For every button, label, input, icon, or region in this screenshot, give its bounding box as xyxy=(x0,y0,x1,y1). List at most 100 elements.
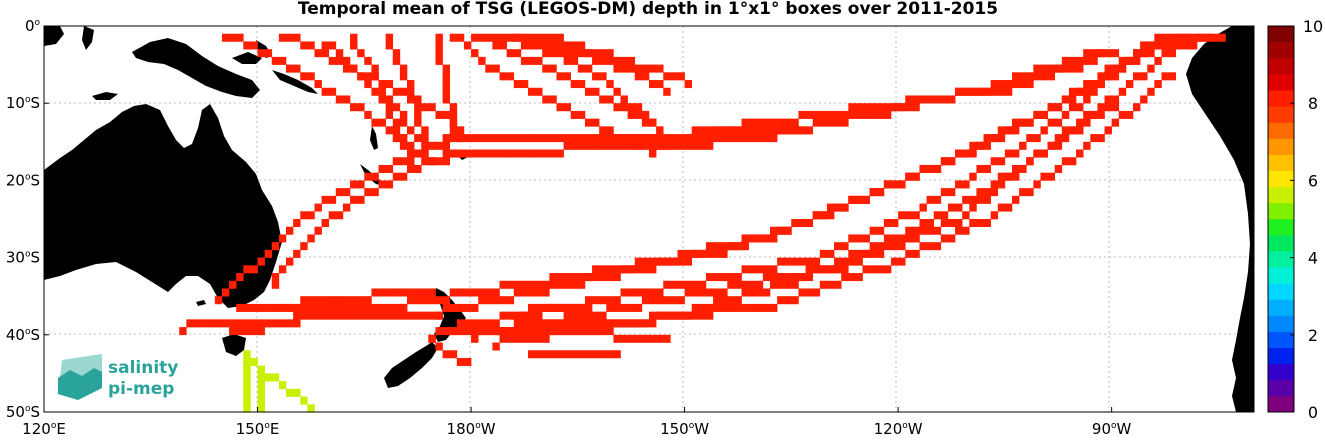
track-cell xyxy=(449,288,458,297)
track-cell xyxy=(734,126,742,135)
track-cell xyxy=(243,388,251,397)
track-cell xyxy=(371,311,379,320)
track-cell xyxy=(1125,110,1134,119)
track-cell xyxy=(307,311,315,320)
track-cell xyxy=(414,288,422,297)
track-cell xyxy=(770,234,778,243)
track-cell xyxy=(520,280,529,289)
track-cell xyxy=(570,141,579,150)
track-cell xyxy=(641,334,650,343)
track-cell xyxy=(229,280,237,289)
track-cell xyxy=(478,56,486,65)
track-cell xyxy=(677,257,685,266)
track-cell xyxy=(471,288,479,297)
track-cell xyxy=(649,288,657,297)
track-cell xyxy=(485,33,493,42)
track-cell xyxy=(442,72,451,81)
track-cell xyxy=(399,134,408,143)
track-cell xyxy=(471,149,479,158)
track-cell xyxy=(271,273,280,282)
track-cell xyxy=(919,219,927,228)
track-cell xyxy=(834,110,842,119)
track-cell xyxy=(570,327,579,336)
track-equator-6 xyxy=(492,33,657,127)
track-cell xyxy=(1111,64,1120,73)
track-cell xyxy=(449,149,458,158)
track-cell xyxy=(556,280,564,289)
track-cell xyxy=(777,118,785,127)
track-cell xyxy=(179,327,187,336)
track-cell xyxy=(463,134,472,143)
lat-tick-label: 0o xyxy=(25,17,41,35)
track-cell xyxy=(592,327,600,336)
track-cell xyxy=(471,33,479,42)
track-cell xyxy=(186,319,194,328)
track-cell xyxy=(691,288,700,297)
track-cell xyxy=(549,134,557,143)
track-cell xyxy=(364,188,372,197)
track-cell xyxy=(236,327,244,336)
track-cell xyxy=(862,195,870,204)
track-cell xyxy=(613,56,621,65)
track-cell xyxy=(1111,49,1120,58)
track-cell xyxy=(627,64,636,73)
track-cell xyxy=(485,327,493,336)
track-cell xyxy=(271,242,280,251)
track-cell xyxy=(997,180,1006,189)
track-cell xyxy=(1068,87,1077,96)
colorbar-tick-label: 0 xyxy=(1308,403,1318,422)
track-cell xyxy=(1182,41,1191,50)
track-cell xyxy=(841,110,849,119)
track-cell xyxy=(584,134,593,143)
track-cell xyxy=(670,134,678,143)
track-cell xyxy=(641,296,650,305)
track-cell xyxy=(335,95,344,104)
track-cell xyxy=(1004,203,1013,212)
track-cell xyxy=(713,288,721,297)
track-cell xyxy=(663,280,671,289)
track-cell xyxy=(399,141,408,150)
track-cell xyxy=(371,303,379,312)
track-cell xyxy=(641,265,650,274)
track-cell xyxy=(357,195,365,204)
track-cell xyxy=(556,327,564,336)
track-cell xyxy=(905,95,913,104)
track-cell xyxy=(1054,103,1063,112)
track-cell xyxy=(933,211,942,220)
track-cell xyxy=(350,296,358,305)
track-cell xyxy=(449,303,458,312)
track-cell xyxy=(257,404,265,413)
track-cell xyxy=(428,141,436,150)
track-cell xyxy=(485,288,493,297)
track-cell xyxy=(933,226,942,235)
track-cell xyxy=(677,280,685,289)
track-cell xyxy=(535,327,543,336)
track-cell xyxy=(955,226,963,235)
track-cell xyxy=(542,134,550,143)
track-cell xyxy=(378,80,386,89)
track-cell xyxy=(962,211,970,220)
track-cell xyxy=(720,242,728,251)
track-cell xyxy=(471,303,479,312)
track-cell xyxy=(243,373,251,382)
track-cell xyxy=(563,350,572,359)
track-cell xyxy=(378,95,386,104)
track-cell xyxy=(997,203,1006,212)
track-cell xyxy=(770,226,778,235)
track-cell xyxy=(321,296,330,305)
track-cell xyxy=(456,303,465,312)
track-cell xyxy=(513,80,522,89)
track-cell xyxy=(649,296,657,305)
track-cell xyxy=(243,319,251,328)
track-cell xyxy=(947,203,956,212)
track-cell xyxy=(1054,118,1063,127)
track-cell xyxy=(613,265,621,274)
track-cell xyxy=(570,134,579,143)
track-cell xyxy=(499,327,507,336)
track-cell xyxy=(741,234,749,243)
track-cell xyxy=(236,319,244,328)
track-cell xyxy=(307,303,315,312)
track-cell xyxy=(841,242,849,251)
track-cell xyxy=(620,64,628,73)
